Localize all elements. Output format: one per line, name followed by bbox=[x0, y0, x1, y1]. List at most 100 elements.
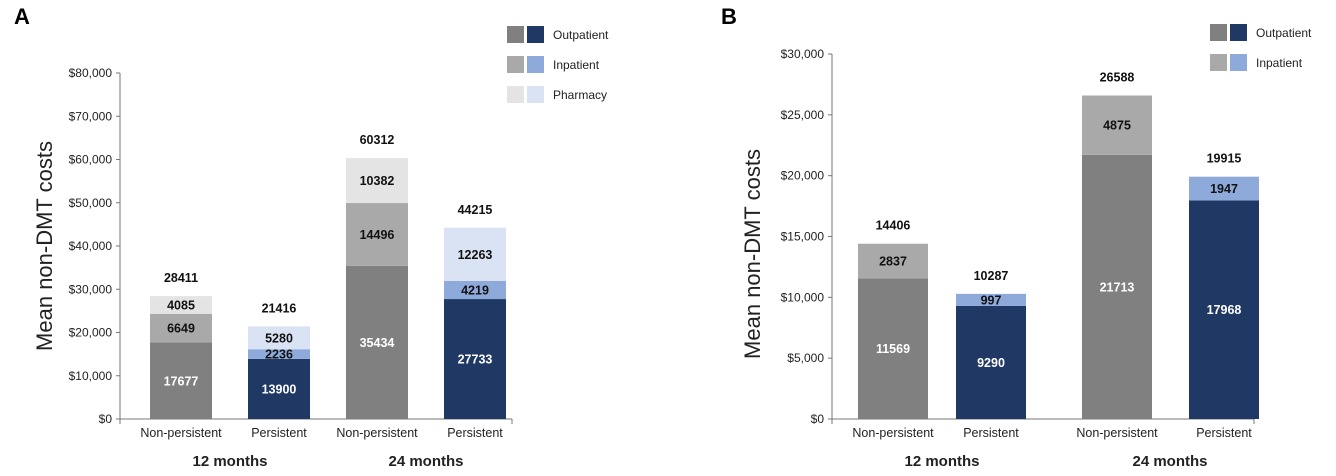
y-tick-label: $30,000 bbox=[781, 47, 825, 61]
legend-swatch bbox=[507, 86, 524, 103]
group-label: 12 months bbox=[904, 453, 979, 470]
legend-swatch bbox=[527, 26, 544, 43]
data-label-outpatient: 11569 bbox=[876, 342, 910, 356]
y-tick-label: $15,000 bbox=[781, 230, 825, 244]
legend-label: Pharmacy bbox=[553, 88, 607, 102]
data-label-outpatient: 17677 bbox=[164, 374, 199, 388]
data-label-inpatient: 4219 bbox=[461, 283, 489, 297]
category-label: Non-persistent bbox=[140, 426, 222, 440]
data-label-pharmacy: 12263 bbox=[458, 248, 493, 262]
bar-segment-inpatient bbox=[1082, 95, 1152, 155]
bar-segment-outpatient bbox=[346, 265, 408, 419]
group-label: 24 months bbox=[388, 453, 463, 470]
bar-segment-pharmacy bbox=[150, 296, 212, 314]
y-tick-label: $50,000 bbox=[69, 196, 113, 210]
group-label: 24 months bbox=[1132, 453, 1207, 470]
legend-swatch bbox=[507, 26, 524, 43]
category-label: Non-persistent bbox=[852, 426, 934, 440]
y-tick-label: $70,000 bbox=[69, 109, 113, 123]
total-label: 10287 bbox=[974, 269, 1009, 283]
category-label: Persistent bbox=[251, 426, 307, 440]
bar-segment-outpatient bbox=[150, 342, 212, 419]
legend-label: Inpatient bbox=[1256, 56, 1303, 70]
legend-swatch bbox=[1230, 24, 1247, 41]
bar-segment-pharmacy bbox=[346, 158, 408, 204]
data-label-pharmacy: 10382 bbox=[360, 174, 395, 188]
panel-letter: B bbox=[721, 4, 737, 29]
data-label-outpatient: 13900 bbox=[262, 382, 297, 396]
category-label: Persistent bbox=[1196, 426, 1252, 440]
bar-segment-outpatient bbox=[1082, 154, 1152, 419]
total-label: 28411 bbox=[164, 271, 198, 285]
data-label-inpatient: 997 bbox=[981, 293, 1002, 307]
y-tick-label: $60,000 bbox=[69, 153, 113, 167]
y-axis-label: Mean non-DMT costs bbox=[740, 149, 765, 359]
legend-label: Outpatient bbox=[553, 28, 609, 42]
bar-segment-inpatient bbox=[346, 203, 408, 266]
legend-label: Outpatient bbox=[1256, 26, 1312, 40]
y-tick-label: $0 bbox=[99, 412, 113, 426]
chart-panel-b: B $0 $5,000 $10,000 $15,000 $20,000 $25,000 $30… bbox=[721, 4, 1312, 470]
bar-segment-inpatient bbox=[150, 313, 212, 343]
category-label: Persistent bbox=[963, 426, 1019, 440]
y-tick-label: $0 bbox=[811, 412, 825, 426]
bar-segment-outpatient bbox=[1189, 200, 1259, 419]
bar-segment-outpatient bbox=[956, 305, 1026, 419]
bar-segment-inpatient bbox=[248, 349, 310, 359]
y-axis-label: Mean non-DMT costs bbox=[32, 141, 57, 351]
y-tick-label: $20,000 bbox=[781, 169, 825, 183]
total-label: 14406 bbox=[876, 219, 911, 233]
total-label: 26588 bbox=[1100, 71, 1135, 85]
y-tick-label: $40,000 bbox=[69, 239, 113, 253]
data-label-outpatient: 9290 bbox=[977, 356, 1005, 370]
y-tick-label: $5,000 bbox=[787, 351, 824, 365]
panel-letter: A bbox=[14, 4, 30, 29]
data-label-outpatient: 27733 bbox=[458, 353, 493, 367]
data-label-inpatient: 2837 bbox=[879, 254, 907, 268]
data-label-outpatient: 21713 bbox=[1100, 280, 1135, 294]
bar-segment-outpatient bbox=[444, 299, 506, 419]
legend: Outpatient Inpatient Pharmacy bbox=[507, 26, 609, 103]
data-label-pharmacy: 4085 bbox=[167, 298, 195, 312]
data-label-pharmacy: 5280 bbox=[265, 331, 293, 345]
bar-segment-outpatient bbox=[248, 358, 310, 419]
legend-swatch bbox=[1230, 54, 1247, 71]
legend-swatch bbox=[527, 56, 544, 73]
y-tick-label: $20,000 bbox=[69, 326, 113, 340]
legend-swatch bbox=[507, 56, 524, 73]
y-tick-label: $30,000 bbox=[69, 282, 113, 296]
data-label-inpatient: 2236 bbox=[265, 348, 293, 362]
bar-segment-inpatient bbox=[858, 243, 928, 279]
data-label-inpatient: 6649 bbox=[167, 322, 195, 336]
y-tick-label: $10,000 bbox=[69, 369, 113, 383]
total-label: 21416 bbox=[262, 301, 297, 315]
category-label: Non-persistent bbox=[1076, 426, 1158, 440]
y-tick-label: $25,000 bbox=[781, 108, 825, 122]
y-tick-label: $80,000 bbox=[69, 66, 113, 80]
data-label-inpatient: 4875 bbox=[1103, 119, 1131, 133]
group-label: 12 months bbox=[192, 453, 267, 470]
total-label: 19915 bbox=[1207, 152, 1242, 166]
category-label: Persistent bbox=[447, 426, 503, 440]
bar-segment-inpatient bbox=[1189, 176, 1259, 201]
bar-segment-pharmacy bbox=[444, 227, 506, 281]
total-label: 44215 bbox=[458, 203, 493, 217]
legend-swatch bbox=[1210, 24, 1227, 41]
data-label-inpatient: 14496 bbox=[360, 228, 395, 242]
legend-label: Inpatient bbox=[553, 58, 600, 72]
bar-segment-inpatient bbox=[956, 293, 1026, 306]
data-label-outpatient: 35434 bbox=[360, 336, 395, 350]
chart-panel-a: A $0 $10,000 $20,000 $30,000 $40,000 $50,000 $6… bbox=[14, 4, 609, 470]
legend-swatch bbox=[527, 86, 544, 103]
category-label: Non-persistent bbox=[336, 426, 418, 440]
y-tick-label: $10,000 bbox=[781, 290, 825, 304]
bar-segment-pharmacy bbox=[248, 326, 310, 350]
bar-segment-inpatient bbox=[444, 280, 506, 300]
total-label: 60312 bbox=[360, 133, 395, 147]
data-label-inpatient: 1947 bbox=[1210, 182, 1238, 196]
data-label-outpatient: 17968 bbox=[1207, 303, 1242, 317]
legend: Outpatient Inpatient bbox=[1210, 24, 1312, 71]
bar-segment-outpatient bbox=[858, 278, 928, 419]
